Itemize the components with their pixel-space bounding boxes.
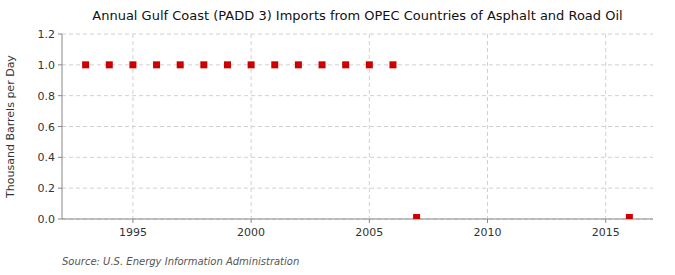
point — [200, 61, 207, 68]
x-tick-label: 1995 — [119, 226, 147, 239]
y-grid-line — [62, 95, 653, 96]
y-grid-line — [62, 157, 653, 158]
point — [177, 61, 184, 68]
point — [295, 61, 302, 68]
point — [106, 61, 113, 68]
point — [129, 61, 136, 68]
x-tick — [605, 219, 606, 223]
y-grid-line — [62, 34, 653, 35]
chart-container: 0.0 0.2 0.4 0.6 0.8 1.0 1.2 1995 2000 2005 2010 201… — [0, 0, 675, 275]
point — [366, 61, 373, 68]
y-tick — [58, 219, 62, 220]
y-tick — [58, 188, 62, 189]
y-grid-line — [62, 188, 653, 189]
y-axis-line — [62, 34, 63, 219]
x-grid-line — [605, 34, 606, 219]
point — [82, 61, 89, 68]
y-tick — [58, 157, 62, 158]
point — [248, 61, 255, 68]
x-tick — [369, 219, 370, 223]
x-tick-label: 2005 — [355, 226, 383, 239]
point — [342, 61, 349, 68]
x-tick — [251, 219, 252, 223]
y-grid-line — [62, 64, 653, 65]
y-tick-label: 1.2 — [38, 28, 56, 41]
y-tick — [58, 95, 62, 96]
y-tick — [58, 34, 62, 35]
points — [82, 61, 633, 219]
y-axis-label: Thousand Barrels per Day — [4, 55, 17, 199]
chart: 0.0 0.2 0.4 0.6 0.8 1.0 1.2 1995 2000 2005 2010 201… — [0, 0, 675, 275]
y-tick-label: 1.0 — [38, 59, 56, 72]
y-grid-line — [62, 126, 653, 127]
x-grid-line — [487, 34, 488, 219]
plot-area — [62, 34, 653, 219]
axes: 0.0 0.2 0.4 0.6 0.8 1.0 1.2 1995 2000 2005 2010 201… — [38, 28, 654, 239]
source-note: Source: U.S. Energy Information Administ… — [62, 256, 299, 267]
x-tick-label: 2010 — [474, 226, 502, 239]
point — [224, 61, 231, 68]
x-tick-label: 2015 — [592, 226, 620, 239]
point — [271, 61, 278, 68]
y-tick-label: 0.0 — [38, 213, 56, 226]
x-tick — [487, 219, 488, 223]
point — [413, 214, 420, 219]
point — [319, 61, 326, 68]
y-tick — [58, 126, 62, 127]
x-tick — [132, 219, 133, 223]
x-axis-line — [62, 219, 653, 220]
x-tick-label: 2000 — [237, 226, 265, 239]
y-tick-label: 0.6 — [38, 121, 56, 134]
point — [389, 61, 396, 68]
title: Annual Gulf Coast (PADD 3) Imports from … — [92, 8, 622, 23]
point — [153, 61, 160, 68]
y-tick-label: 0.4 — [38, 151, 56, 164]
point — [626, 214, 633, 219]
y-tick — [58, 64, 62, 65]
grid — [62, 34, 653, 219]
y-tick-label: 0.8 — [38, 90, 56, 103]
y-tick-label: 0.2 — [38, 182, 56, 195]
y-grid-line — [62, 219, 653, 220]
